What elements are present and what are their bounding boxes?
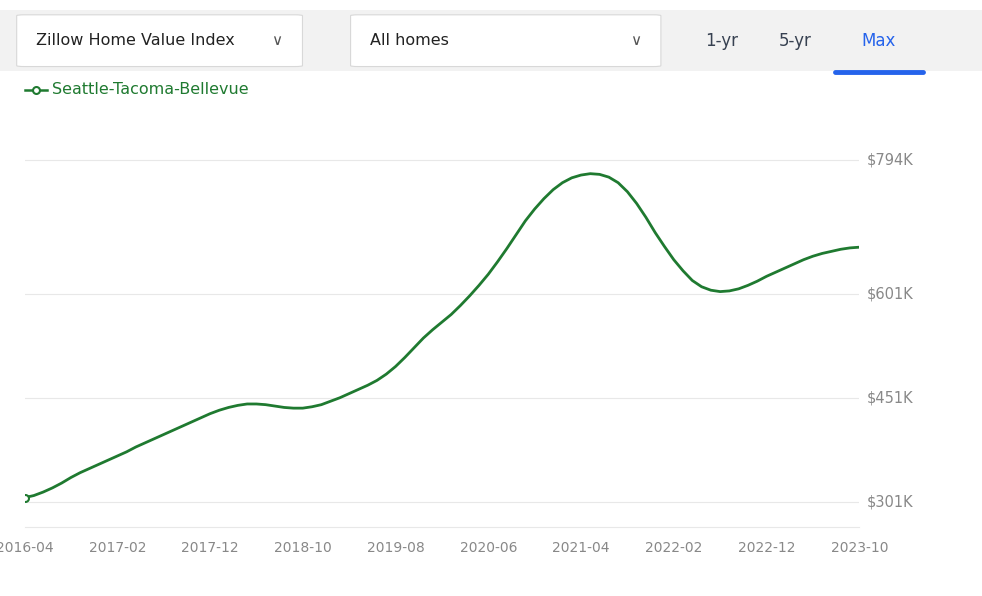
FancyBboxPatch shape	[351, 15, 661, 67]
Text: $794K: $794K	[867, 153, 914, 168]
FancyBboxPatch shape	[17, 15, 302, 67]
Text: Seattle-Tacoma-Bellevue: Seattle-Tacoma-Bellevue	[52, 82, 248, 97]
Text: 1-yr: 1-yr	[705, 32, 738, 49]
Text: $451K: $451K	[867, 391, 913, 406]
Text: $301K: $301K	[867, 495, 913, 510]
Bar	[0, 10, 982, 71]
Text: $601K: $601K	[867, 287, 914, 302]
Text: ∨: ∨	[629, 33, 641, 48]
Text: Zillow Home Value Index: Zillow Home Value Index	[36, 33, 235, 48]
Text: ∨: ∨	[271, 33, 283, 48]
Text: All homes: All homes	[370, 33, 449, 48]
Text: 5-yr: 5-yr	[779, 32, 812, 49]
Text: Max: Max	[861, 32, 897, 49]
